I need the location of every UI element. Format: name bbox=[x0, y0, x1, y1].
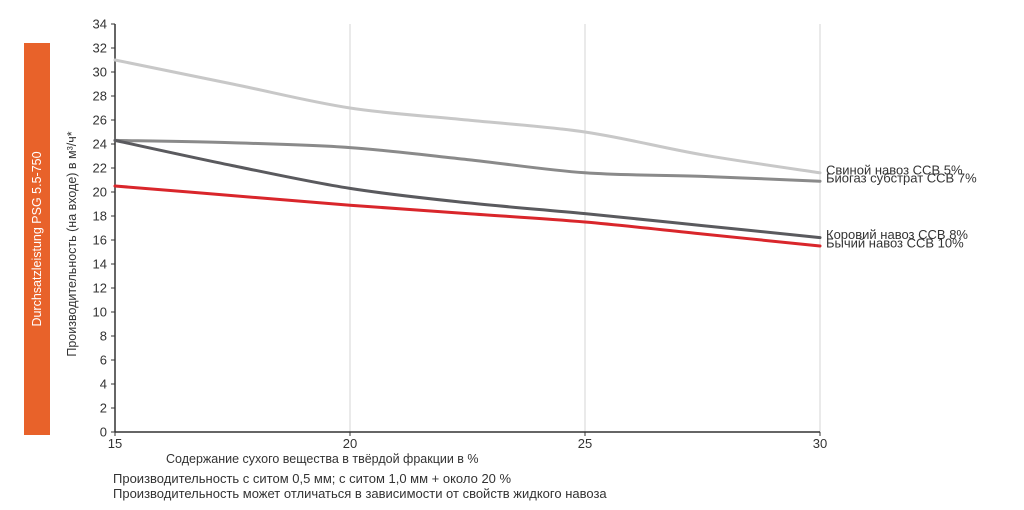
y-tick-label: 0 bbox=[100, 425, 107, 440]
series-label-1: Биогаз субстрат ССВ 7% bbox=[826, 171, 977, 186]
x-tick-label: 20 bbox=[343, 436, 357, 451]
series-line-2 bbox=[113, 138, 822, 240]
y-tick-label: 8 bbox=[100, 329, 107, 344]
side-tab bbox=[24, 43, 50, 435]
y-tick-label: 16 bbox=[93, 233, 107, 248]
y-tick-label: 14 bbox=[93, 257, 107, 272]
y-tick-label: 18 bbox=[93, 209, 107, 224]
series-line-1 bbox=[113, 138, 822, 183]
series-label-0: Свиной навоз ССВ 5% bbox=[826, 162, 963, 177]
y-tick-label: 26 bbox=[93, 113, 107, 128]
series-lines bbox=[113, 58, 822, 248]
series-line-3 bbox=[113, 184, 822, 248]
x-tick-label: 15 bbox=[108, 436, 122, 451]
footnote-variation: Производительность может отличаться в за… bbox=[113, 486, 607, 501]
series-label-2: Коровий навоз ССВ 8% bbox=[826, 227, 968, 242]
y-tick-label: 20 bbox=[93, 185, 107, 200]
grid bbox=[349, 24, 821, 432]
y-tick-label: 6 bbox=[100, 353, 107, 368]
x-tick-label: 25 bbox=[578, 436, 592, 451]
axes bbox=[114, 24, 820, 433]
y-tick-label: 28 bbox=[93, 89, 107, 104]
series-labels: Свиной навоз ССВ 5%Биогаз субстрат ССВ 7… bbox=[826, 162, 977, 250]
series-label-3: Бычий навоз ССВ 10% bbox=[826, 236, 964, 251]
y-tick-label: 22 bbox=[93, 161, 107, 176]
y-tick-label: 32 bbox=[93, 41, 107, 56]
x-tick-label: 30 bbox=[813, 436, 827, 451]
series-line-0 bbox=[113, 58, 822, 175]
y-tick-label: 10 bbox=[93, 305, 107, 320]
y-tick-label: 34 bbox=[93, 17, 107, 32]
y-tick-label: 12 bbox=[93, 281, 107, 296]
y-tick-label: 4 bbox=[100, 377, 107, 392]
x-axis-label: Содержание сухого вещества в твёрдой фра… bbox=[166, 452, 479, 466]
x-tick-labels: 15 20 25 30 bbox=[108, 432, 827, 451]
footnote-sieve: Производительность с ситом 0,5 мм; с сит… bbox=[113, 471, 512, 486]
y-tick-label: 2 bbox=[100, 401, 107, 416]
y-tick-label: 30 bbox=[93, 65, 107, 80]
y-tick-label: 24 bbox=[93, 137, 107, 152]
